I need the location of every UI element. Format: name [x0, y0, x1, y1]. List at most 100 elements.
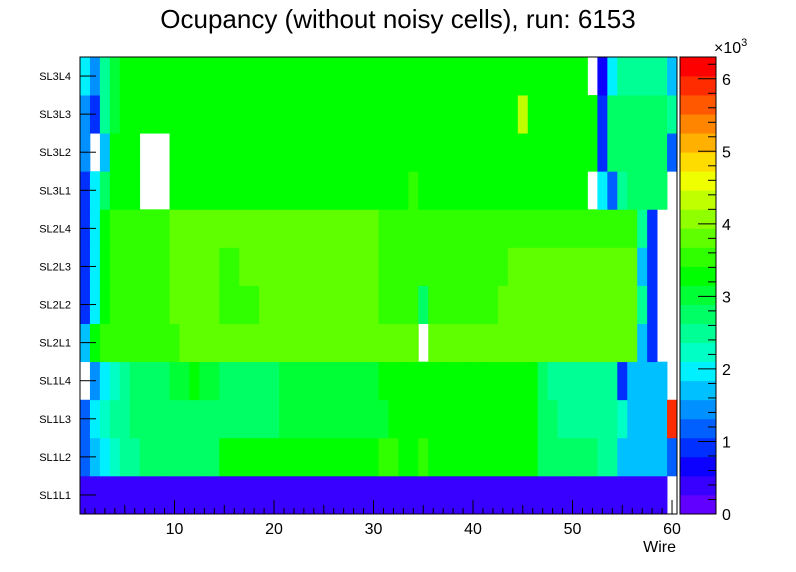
- heatmap-cell: [388, 247, 399, 286]
- heatmap-cell: [239, 323, 250, 363]
- heatmap-cell: [487, 399, 499, 439]
- heatmap-cell: [179, 209, 190, 248]
- heatmap-cell: [318, 133, 330, 172]
- heatmap-cell: [478, 437, 489, 477]
- heatmap-cell: [119, 475, 131, 515]
- heatmap-cell: [487, 209, 499, 248]
- color-scale-step: [680, 342, 716, 363]
- heatmap-cell: [298, 209, 310, 248]
- heatmap-cell: [607, 475, 618, 515]
- heatmap-cell: [239, 437, 250, 477]
- heatmap-cell: [139, 57, 151, 96]
- heatmap-cell: [557, 209, 568, 248]
- heatmap-cell: [647, 247, 658, 286]
- heatmap-cell: [647, 437, 658, 477]
- color-scale-tick-label: 4: [722, 217, 731, 234]
- heatmap-cell: [328, 361, 340, 401]
- heatmap-cell: [497, 57, 509, 96]
- color-scale-multiplier: ×103: [714, 37, 747, 57]
- heatmap-cell: [567, 361, 578, 401]
- row-label: SL2L2: [39, 300, 71, 312]
- heatmap-cell: [637, 95, 648, 134]
- color-scale-tick-label: 0: [722, 507, 731, 524]
- heatmap-cell: [348, 209, 359, 248]
- x-axis-ticks: 10 20 30 40 50 60: [84, 500, 681, 538]
- heatmap-cell: [368, 171, 379, 210]
- heatmap-cell: [358, 133, 369, 172]
- heatmap-cell: [527, 323, 539, 363]
- x-tick-label: 30: [365, 521, 383, 538]
- heatmap-cell: [219, 171, 230, 210]
- color-scale-tick-label: 5: [722, 144, 731, 161]
- heatmap-cell: [517, 209, 529, 248]
- heatmap-cell: [468, 285, 479, 324]
- heatmap-cell: [209, 247, 220, 286]
- heatmap-cell: [647, 285, 658, 324]
- heatmap-cell: [468, 323, 479, 363]
- heatmap-cell: [209, 475, 220, 515]
- heatmap-cell: [149, 57, 160, 96]
- heatmap-cell: [537, 361, 549, 401]
- color-scale-step: [680, 437, 716, 458]
- color-scale-step: [680, 323, 716, 344]
- heatmap-cell: [99, 285, 111, 324]
- heatmap-cell: [378, 133, 389, 172]
- heatmap-cell: [428, 399, 439, 439]
- x-tick-label: 40: [464, 521, 482, 538]
- heatmap-cell: [99, 57, 111, 96]
- heatmap-cell: [647, 57, 658, 96]
- heatmap-cell: [358, 171, 369, 210]
- heatmap-cell: [627, 95, 638, 134]
- heatmap-cell: [458, 171, 469, 210]
- heatmap-cell: [229, 361, 240, 401]
- heatmap-cell: [667, 57, 678, 96]
- heatmap-cell: [259, 95, 270, 134]
- heatmap-cell: [468, 95, 479, 134]
- heatmap-cell: [298, 285, 310, 324]
- heatmap-cell: [109, 95, 121, 134]
- heatmap-cell: [597, 95, 608, 134]
- heatmap-cell: [388, 361, 399, 401]
- heatmap-cell: [657, 475, 668, 515]
- heatmap-cell: [667, 95, 678, 134]
- heatmap-cell: [149, 361, 160, 401]
- heatmap-cell: [119, 95, 131, 134]
- heatmap-cell: [378, 247, 389, 286]
- heatmap-cell: [358, 323, 369, 363]
- heatmap-cell: [547, 285, 558, 324]
- heatmap-cell: [129, 323, 141, 363]
- heatmap-cell: [557, 361, 568, 401]
- heatmap-cell: [607, 399, 618, 439]
- heatmap-cell: [308, 475, 320, 515]
- heatmap-cell: [617, 247, 628, 286]
- heatmap-cell: [318, 209, 330, 248]
- heatmap-cell: [468, 209, 479, 248]
- chart-title: Ocupancy (without noisy cells), run: 615…: [160, 4, 636, 34]
- heatmap-cell: [199, 171, 210, 210]
- heatmap-cell: [119, 133, 131, 172]
- heatmap-cell: [259, 323, 270, 363]
- heatmap-cell: [129, 285, 141, 324]
- heatmap-cell: [458, 475, 469, 515]
- heatmap-cell: [209, 285, 220, 324]
- heatmap-cell: [249, 399, 260, 439]
- heatmap-cell: [577, 133, 588, 172]
- heatmap-cell: [179, 133, 190, 172]
- heatmap-cell: [159, 95, 170, 134]
- heatmap-cell: [647, 133, 658, 172]
- heatmap-cell: [418, 247, 429, 286]
- heatmap-cell: [637, 133, 648, 172]
- heatmap-cell: [547, 171, 558, 210]
- heatmap-cell: [328, 323, 340, 363]
- heatmap-cell: [597, 171, 608, 210]
- heatmap-cell: [438, 285, 449, 324]
- heatmap-cell: [259, 399, 270, 439]
- heatmap-cell: [617, 285, 628, 324]
- heatmap-cell: [288, 247, 300, 286]
- heatmap-cell: [527, 399, 539, 439]
- x-tick-label: 20: [265, 521, 283, 538]
- heatmap-cell: [239, 95, 250, 134]
- heatmap-cell: [129, 171, 141, 210]
- heatmap-cell: [398, 209, 409, 248]
- heatmap-cell: [478, 361, 489, 401]
